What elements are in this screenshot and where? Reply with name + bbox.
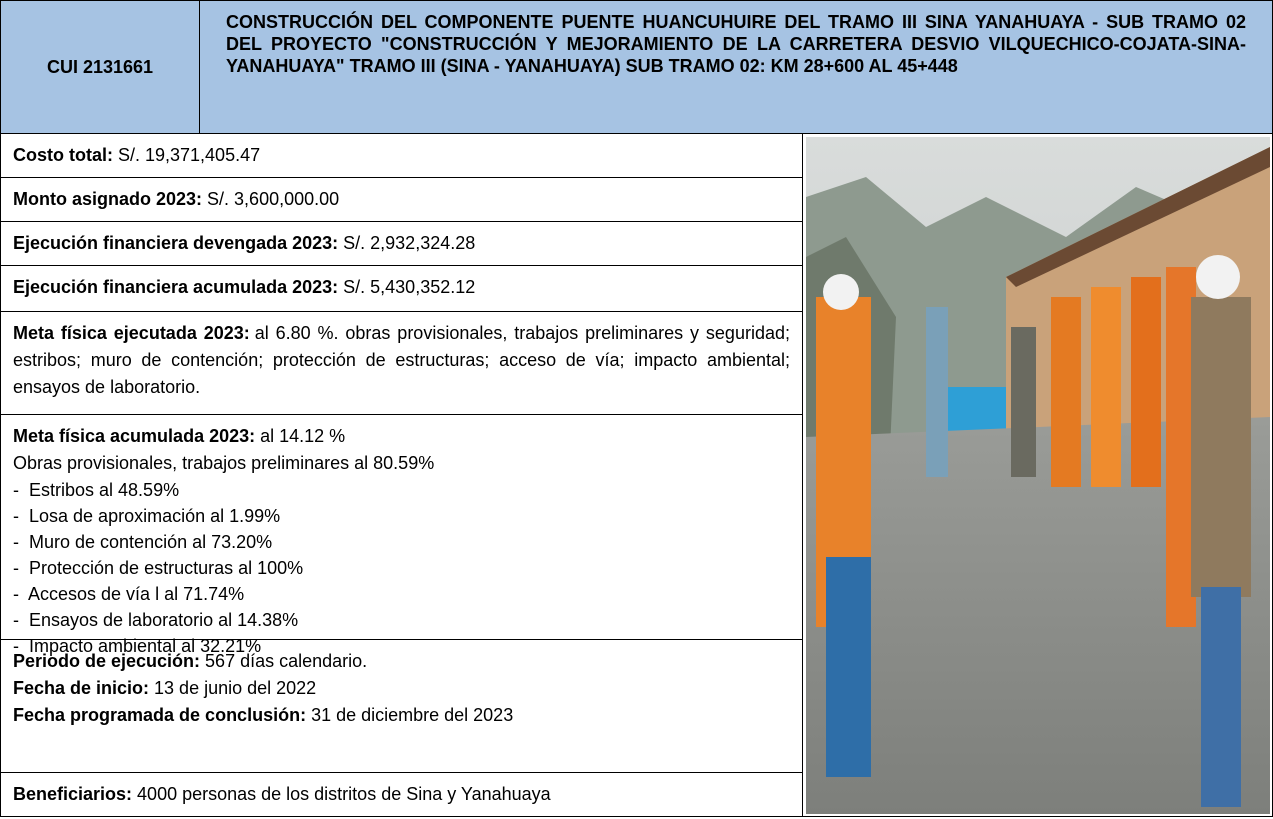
detail-line: Periodo de ejecución: 567 días calendario… bbox=[13, 648, 790, 675]
list-item: - Impacto ambiental al 32.21% bbox=[13, 636, 262, 656]
photo bbox=[803, 134, 1273, 817]
field-label: Periodo de ejecución: bbox=[13, 651, 201, 671]
project-title: CONSTRUCCIÓN DEL COMPONENTE PUENTE HUANC… bbox=[226, 12, 1246, 76]
detail-line: Fecha programada de conclusión: 31 de dic… bbox=[13, 702, 790, 729]
field-label: Ejecución financiera acumulada 2023: bbox=[13, 277, 339, 297]
detail-line: Meta física ejecutada 2023: al 6.80 %. ob… bbox=[13, 320, 790, 401]
field-value: 31 de diciembre del 2023 bbox=[311, 705, 514, 725]
list-item: - Estribos al 48.59% bbox=[13, 480, 180, 500]
field-label: Costo total: bbox=[13, 145, 113, 165]
detail-row: Meta física acumulada 2023: al 14.12 % Obr… bbox=[0, 415, 803, 656]
detail-row: Monto asignado 2023: S/. 3,600,000.00 bbox=[0, 178, 803, 222]
detail-row: Beneficiarios: 4000 personas de los distr… bbox=[0, 773, 803, 817]
detail-row: Ejecución financiera devengada 2023: S/. … bbox=[0, 222, 803, 266]
detail-row: Periodo de ejecución: 567 días calendario… bbox=[0, 640, 803, 773]
field-label: Fecha programada de conclusión: bbox=[13, 705, 307, 725]
list-item: - Protección de estructuras al 100% bbox=[13, 558, 304, 578]
field-label: Meta física acumulada 2023: bbox=[13, 426, 256, 446]
field-value: Obras provisionales, trabajos preliminar… bbox=[13, 453, 435, 473]
field-label: Monto asignado 2023: bbox=[13, 189, 203, 209]
list-item: - Ensayos de laboratorio al 14.38% bbox=[13, 610, 299, 630]
detail-line: Obras provisionales, trabajos preliminar… bbox=[13, 450, 790, 477]
detail-line: Meta física acumulada 2023: al 14.12 % bbox=[13, 423, 790, 450]
field-value: al 6.80 %. obras provisionales, trabajos… bbox=[13, 323, 790, 397]
detail-line: Monto asignado 2023: S/. 3,600,000.00 bbox=[13, 186, 790, 213]
detail-row: Ejecución financiera acumulada 2023: S/. … bbox=[0, 266, 803, 312]
field-label: Meta física ejecutada 2023: bbox=[13, 323, 250, 343]
field-value: 4000 personas de los distritos de Sina y… bbox=[137, 784, 551, 804]
list-item: - Muro de contención al 73.20% bbox=[13, 532, 273, 552]
project-code: CUI 2131661 bbox=[1, 1, 200, 133]
header: CUI 2131661 CONSTRUCCIÓN DEL COMPONENTE … bbox=[0, 0, 1273, 134]
field-value: 13 de junio del 2022 bbox=[154, 678, 317, 698]
detail-line: Fecha de inicio: 13 de junio del 2022 bbox=[13, 675, 790, 702]
detail-line: Beneficiarios: 4000 personas de los distr… bbox=[13, 781, 790, 808]
field-label: Ejecución financiera devengada 2023: bbox=[13, 233, 339, 253]
field-value: S/. 5,430,352.12 bbox=[343, 277, 476, 297]
field-value: al 14.12 % bbox=[260, 426, 346, 446]
detail-row: Costo total: S/. 19,371,405.47 bbox=[0, 134, 803, 178]
field-value: 567 días calendario. bbox=[205, 651, 368, 671]
detail-row: Meta física ejecutada 2023: al 6.80 %. ob… bbox=[0, 312, 803, 415]
list-item: - Losa de aproximación al 1.99% bbox=[13, 506, 281, 526]
detail-line: Costo total: S/. 19,371,405.47 bbox=[13, 142, 790, 169]
field-label: Fecha de inicio: bbox=[13, 678, 150, 698]
photo-image bbox=[806, 137, 1270, 814]
detail-line: Ejecución financiera devengada 2023: S/. … bbox=[13, 230, 790, 257]
details: Costo total: S/. 19,371,405.47 Monto asign… bbox=[0, 134, 803, 817]
field-value: S/. 2,932,324.28 bbox=[343, 233, 476, 253]
field-label: Beneficiarios: bbox=[13, 784, 133, 804]
field-value: S/. 3,600,000.00 bbox=[207, 189, 340, 209]
list-item: - Accesos de vía l al 71.74% bbox=[13, 584, 245, 604]
field-value: S/. 19,371,405.47 bbox=[117, 145, 261, 165]
detail-line: Ejecución financiera acumulada 2023: S/. … bbox=[13, 274, 790, 301]
